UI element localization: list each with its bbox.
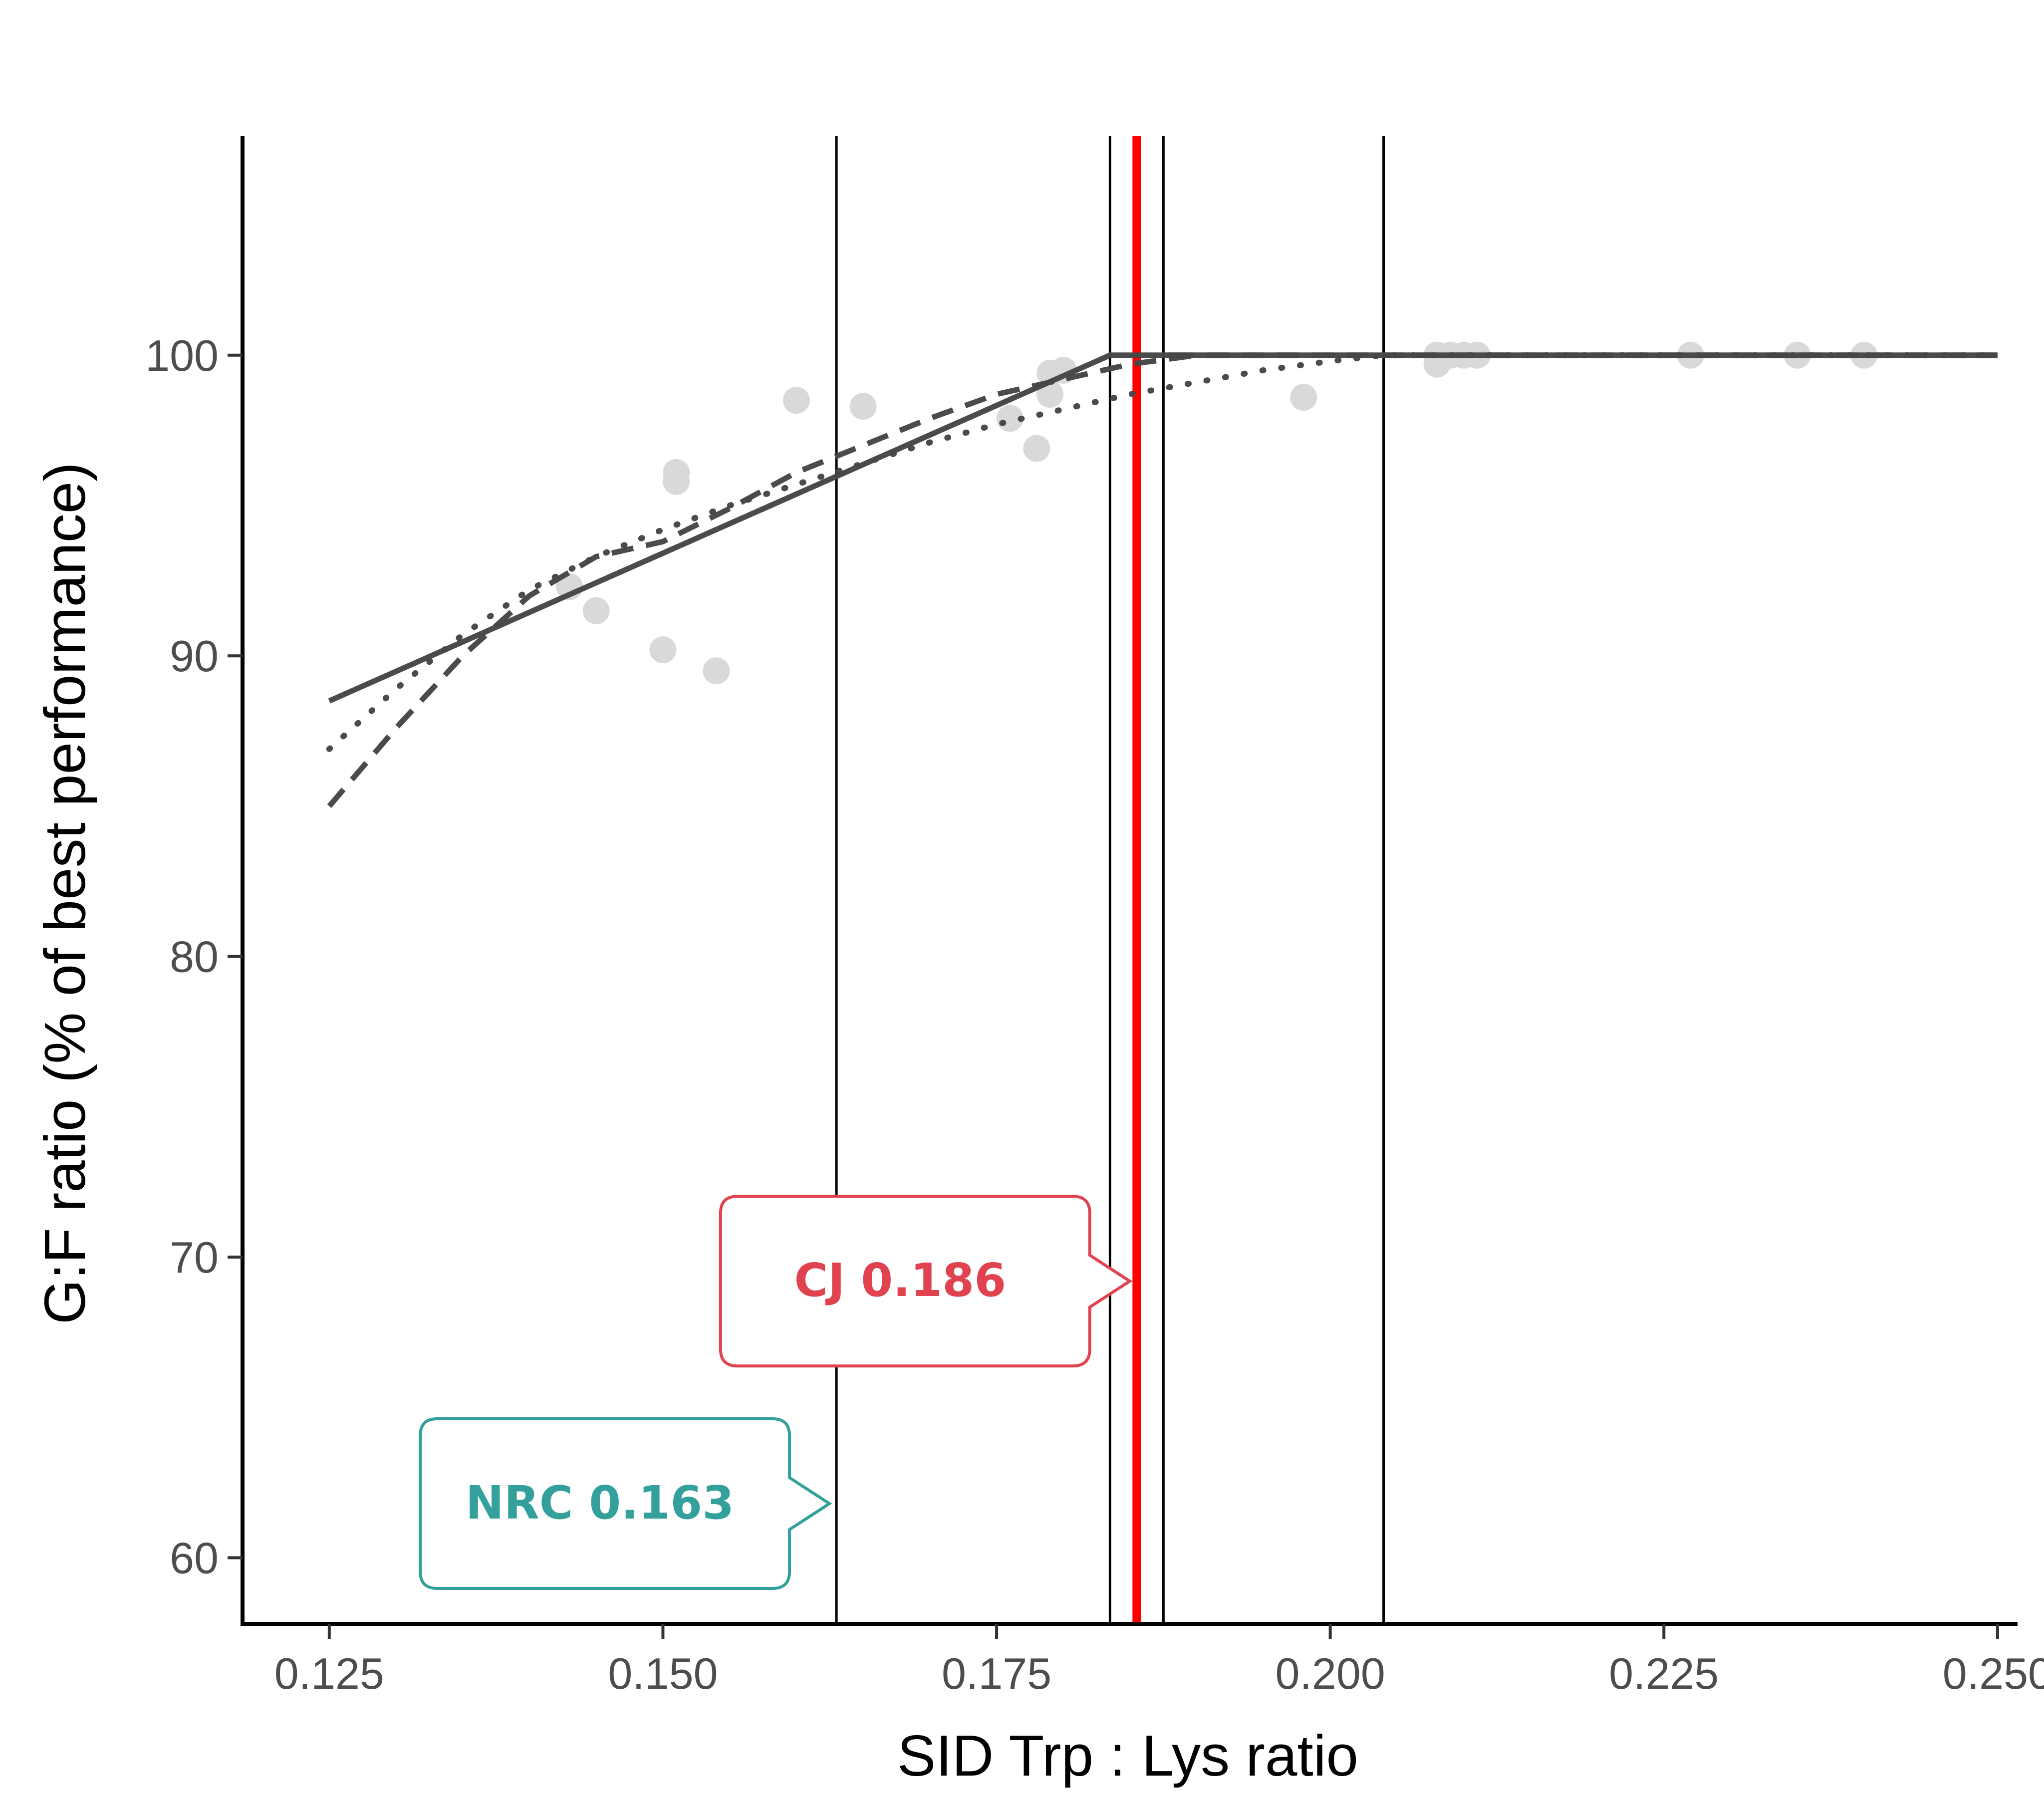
callout-label-1: NRC 0.163 bbox=[466, 1476, 734, 1530]
data-point-5 bbox=[703, 657, 730, 685]
data-points bbox=[556, 341, 1878, 685]
data-point-4 bbox=[663, 468, 690, 495]
data-point-9 bbox=[1023, 435, 1050, 462]
x-tick-label: 0.225 bbox=[1609, 1649, 1719, 1698]
data-point-13 bbox=[1290, 384, 1317, 411]
callout-box-1 bbox=[419, 1417, 832, 1590]
y-tick-label: 70 bbox=[170, 1233, 219, 1282]
data-point-2 bbox=[649, 636, 677, 664]
dashed-fit-line bbox=[327, 352, 1998, 808]
x-tick-label: 0.175 bbox=[942, 1649, 1051, 1698]
vertical-reference-lines bbox=[835, 136, 1385, 1624]
data-point-7 bbox=[849, 393, 877, 420]
callout-box-0 bbox=[719, 1195, 1133, 1368]
x-tick-label: 0.125 bbox=[274, 1649, 384, 1698]
y-tick-label: 100 bbox=[145, 331, 219, 380]
model-fit-lines bbox=[326, 352, 2001, 808]
axes bbox=[241, 136, 2018, 1626]
y-tick-label: 80 bbox=[170, 932, 219, 982]
data-point-1 bbox=[582, 597, 610, 624]
y-axis-ticks: 60 70 80 90 100 bbox=[145, 331, 243, 1582]
x-axis-title: SID Trp : Lys ratio bbox=[897, 1723, 1358, 1788]
annotation-callouts: CJ 0.186 NRC 0.163 bbox=[419, 1195, 1133, 1590]
x-axis-ticks: 0.125 0.150 0.175 0.200 0.225 0.250 bbox=[274, 1624, 2044, 1698]
callout-label-0: CJ 0.186 bbox=[794, 1254, 1006, 1307]
x-tick-label: 0.150 bbox=[608, 1649, 718, 1698]
y-tick-label: 90 bbox=[170, 631, 219, 681]
y-axis-title: G:F ratio (% of best performance) bbox=[32, 462, 97, 1324]
data-point-6 bbox=[782, 387, 810, 414]
x-tick-label: 0.250 bbox=[1943, 1649, 2044, 1698]
y-tick-label: 60 bbox=[170, 1533, 219, 1582]
dotted-fit-line bbox=[326, 352, 2001, 752]
x-tick-label: 0.200 bbox=[1276, 1649, 1385, 1698]
